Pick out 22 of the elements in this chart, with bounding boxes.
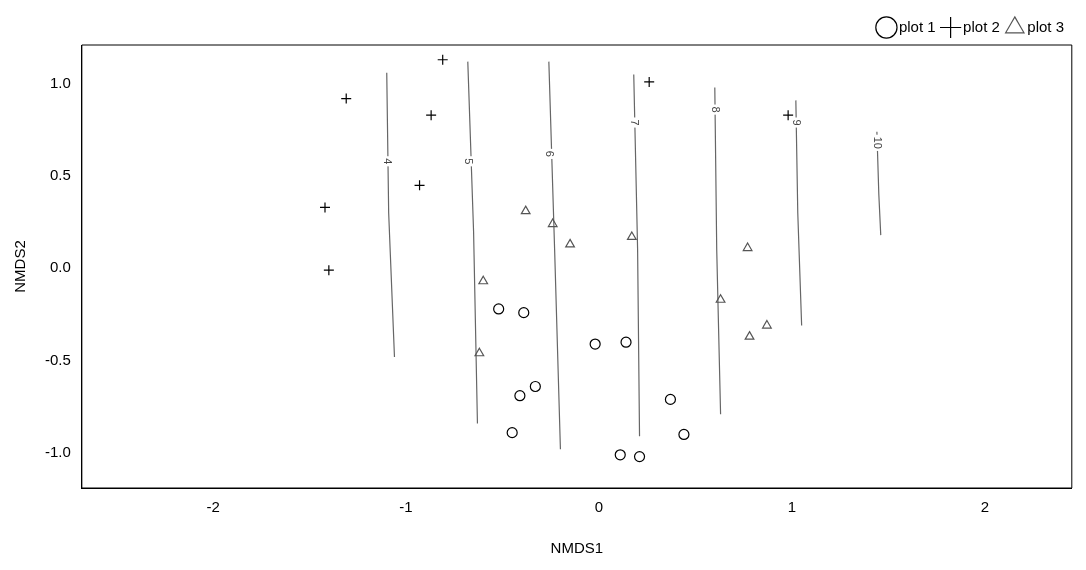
annotation: 9 (790, 119, 803, 126)
y-tick-label: 0.0 (49, 258, 71, 276)
x-axis-title: NMDS1 (550, 539, 604, 557)
y-axis-title: NMDS2 (11, 240, 29, 293)
y-tick-label: 1.0 (49, 73, 71, 91)
legend-label: plot 2 (963, 17, 1000, 35)
annotation: 4 (381, 158, 394, 165)
annotation: 10 (871, 136, 884, 149)
y-tick-label: -1.0 (44, 443, 71, 461)
annotation: 8 (709, 106, 722, 113)
annotation: 6 (543, 150, 556, 157)
x-tick-label: -2 (206, 498, 220, 516)
x-tick-label: 0 (594, 498, 604, 516)
x-tick-label: 1 (787, 498, 797, 516)
x-tick-label: 2 (980, 498, 990, 516)
annotation: 7 (628, 119, 641, 126)
annotation: 5 (462, 158, 475, 165)
x-tick-label: -1 (399, 498, 413, 516)
legend-label: plot 3 (1027, 17, 1065, 35)
y-tick-label: -0.5 (44, 350, 71, 368)
legend-label: plot 1 (898, 17, 936, 35)
y-tick-label: 0.5 (49, 166, 71, 184)
